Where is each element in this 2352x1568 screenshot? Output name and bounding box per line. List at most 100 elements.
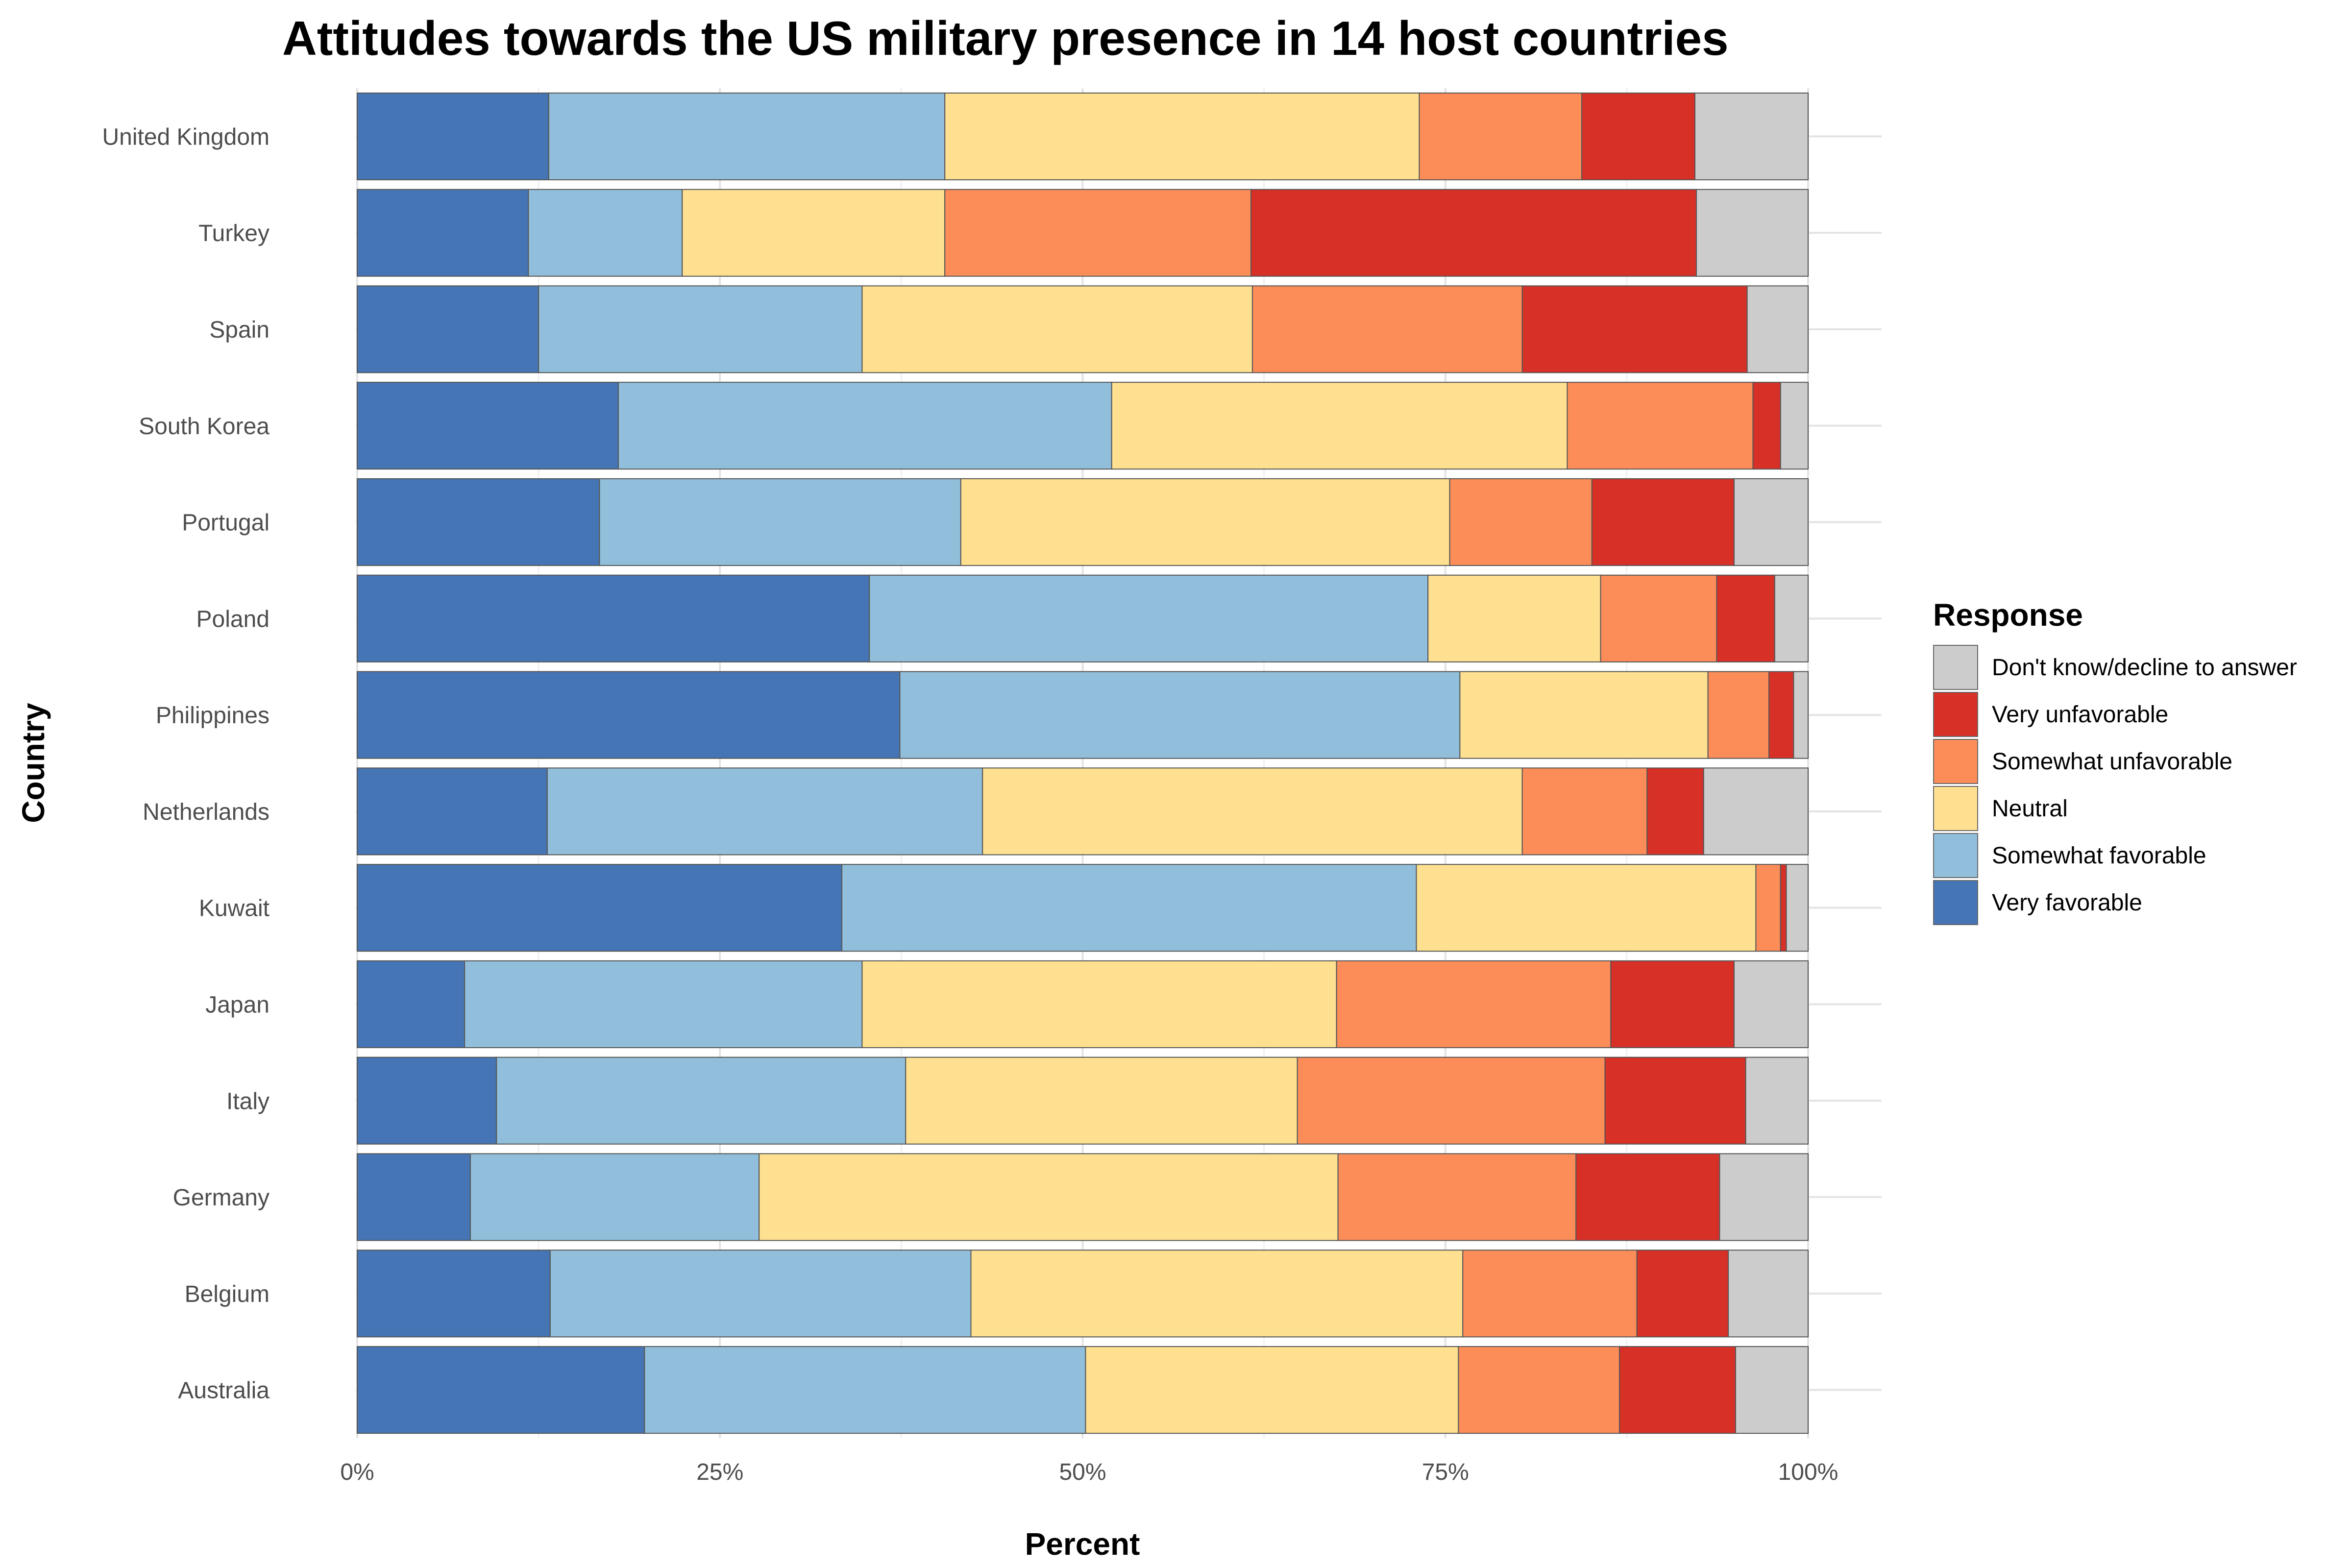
legend-swatch xyxy=(1933,645,1978,690)
bar-segment xyxy=(357,285,539,373)
legend-item: Neutral xyxy=(1933,785,2297,832)
x-tick-label: 50% xyxy=(1059,1459,1106,1485)
bar-segment xyxy=(548,92,946,180)
bar-segment xyxy=(1619,1346,1736,1434)
bar-segment xyxy=(944,189,1251,277)
bar-segment xyxy=(546,767,983,856)
bar-segment xyxy=(1755,864,1781,952)
bar-segment xyxy=(1733,960,1809,1049)
bar-segment xyxy=(1752,382,1781,470)
legend-item: Very unfavorable xyxy=(1933,691,2297,738)
bar-segment xyxy=(1646,767,1704,856)
x-tick-label: 75% xyxy=(1422,1459,1469,1485)
bar-segment xyxy=(549,1250,972,1338)
bar-segment xyxy=(357,382,619,470)
y-tick-label: Poland xyxy=(196,606,270,632)
y-tick-label: Kuwait xyxy=(199,896,270,922)
x-tick-label: 25% xyxy=(696,1459,743,1485)
y-tick-label: Spain xyxy=(209,317,270,343)
bar-segment xyxy=(1735,1346,1809,1434)
x-tick-label: 0% xyxy=(340,1459,374,1485)
y-tick-label: Germany xyxy=(173,1185,270,1211)
bar-segment xyxy=(599,478,961,566)
bar-segment xyxy=(960,478,1450,566)
bar-segment xyxy=(1610,960,1735,1049)
legend-label: Neutral xyxy=(1992,795,2068,822)
bar-segment xyxy=(899,671,1461,759)
y-tick-label: Belgium xyxy=(185,1281,270,1307)
y-tick-label: Turkey xyxy=(198,220,270,246)
bar-segments xyxy=(357,92,1809,1434)
bar-segment xyxy=(1419,92,1583,180)
legend-swatch xyxy=(1933,880,1978,925)
y-axis-label: Country xyxy=(16,703,51,823)
y-tick-label: Portugal xyxy=(182,510,270,536)
bar-segment xyxy=(1581,92,1696,180)
bar-segment xyxy=(469,1153,760,1241)
y-tick-label: Japan xyxy=(205,992,270,1018)
x-tick-label: 100% xyxy=(1778,1459,1838,1485)
bar-segment xyxy=(982,767,1523,856)
legend-item: Very favorable xyxy=(1933,879,2297,926)
bar-segment xyxy=(1703,767,1809,856)
bar-segment xyxy=(1416,864,1757,952)
bar-segment xyxy=(528,189,683,277)
bar-segment xyxy=(759,1153,1339,1241)
bar-segment xyxy=(1250,189,1697,277)
bar-segment xyxy=(1600,574,1717,662)
bar-segment xyxy=(1459,671,1709,759)
bar-segment xyxy=(1085,1346,1459,1434)
bar-segment xyxy=(1707,671,1770,759)
bar-segment xyxy=(357,864,842,952)
bar-segment xyxy=(682,189,946,277)
legend-label: Very unfavorable xyxy=(1992,701,2169,728)
bar-segment xyxy=(357,671,901,759)
bar-segment xyxy=(905,1056,1298,1145)
bar-segment xyxy=(1719,1153,1809,1241)
legend-title: Response xyxy=(1933,597,2083,633)
legend-swatch xyxy=(1933,786,1978,831)
legend-item: Somewhat unfavorable xyxy=(1933,738,2297,785)
bar-segment xyxy=(357,189,529,277)
bar-segment xyxy=(644,1346,1086,1434)
bar-segment xyxy=(1745,1056,1809,1145)
legend-label: Very favorable xyxy=(1992,889,2142,916)
bar-segment xyxy=(1591,478,1735,566)
bar-segment xyxy=(1733,478,1809,566)
bar-segment xyxy=(1696,189,1809,277)
bar-segment xyxy=(1636,1250,1729,1338)
bar-segment xyxy=(1768,671,1794,759)
bar-segment xyxy=(841,864,1417,952)
bar-segment xyxy=(357,1250,551,1338)
bar-segment xyxy=(1567,382,1754,470)
bar-segment xyxy=(1604,1056,1746,1145)
y-tick-labels: United Kingdom Turkey Spain South Korea Port… xyxy=(102,124,270,1403)
bar-segment xyxy=(1780,864,1787,952)
legend-label: Somewhat unfavorable xyxy=(1992,748,2232,775)
bar-segment xyxy=(357,1346,645,1434)
bar-segment xyxy=(1575,1153,1720,1241)
bar-segment xyxy=(1336,960,1612,1049)
bar-segment xyxy=(1458,1346,1620,1434)
bar-segment xyxy=(1297,1056,1606,1145)
legend-item: Somewhat favorable xyxy=(1933,832,2297,879)
bar-segment xyxy=(1462,1250,1638,1338)
bar-segment xyxy=(357,1153,471,1241)
bar-segment xyxy=(617,382,1112,470)
legend-items: Don't know/decline to answer Very unfavor… xyxy=(1933,644,2297,926)
bar-segment xyxy=(357,574,870,662)
bar-segment xyxy=(970,1250,1464,1338)
bar-segment xyxy=(357,767,548,856)
chart-title: Attitudes towards the US military presen… xyxy=(282,11,1729,65)
legend-swatch xyxy=(1933,692,1978,737)
y-tick-label: Netherlands xyxy=(143,799,270,825)
x-axis-label: Percent xyxy=(1025,1526,1140,1562)
x-tick-labels: 0% 25% 50% 75% 100% xyxy=(340,1459,1838,1485)
y-tick-label: Australia xyxy=(178,1378,270,1404)
y-tick-label: South Korea xyxy=(139,414,270,440)
bar-segment xyxy=(861,960,1337,1049)
bar-segment xyxy=(1780,382,1809,470)
bar-segment xyxy=(1521,767,1648,856)
bar-segment xyxy=(1694,92,1809,180)
legend-item: Don't know/decline to answer xyxy=(1933,644,2297,691)
